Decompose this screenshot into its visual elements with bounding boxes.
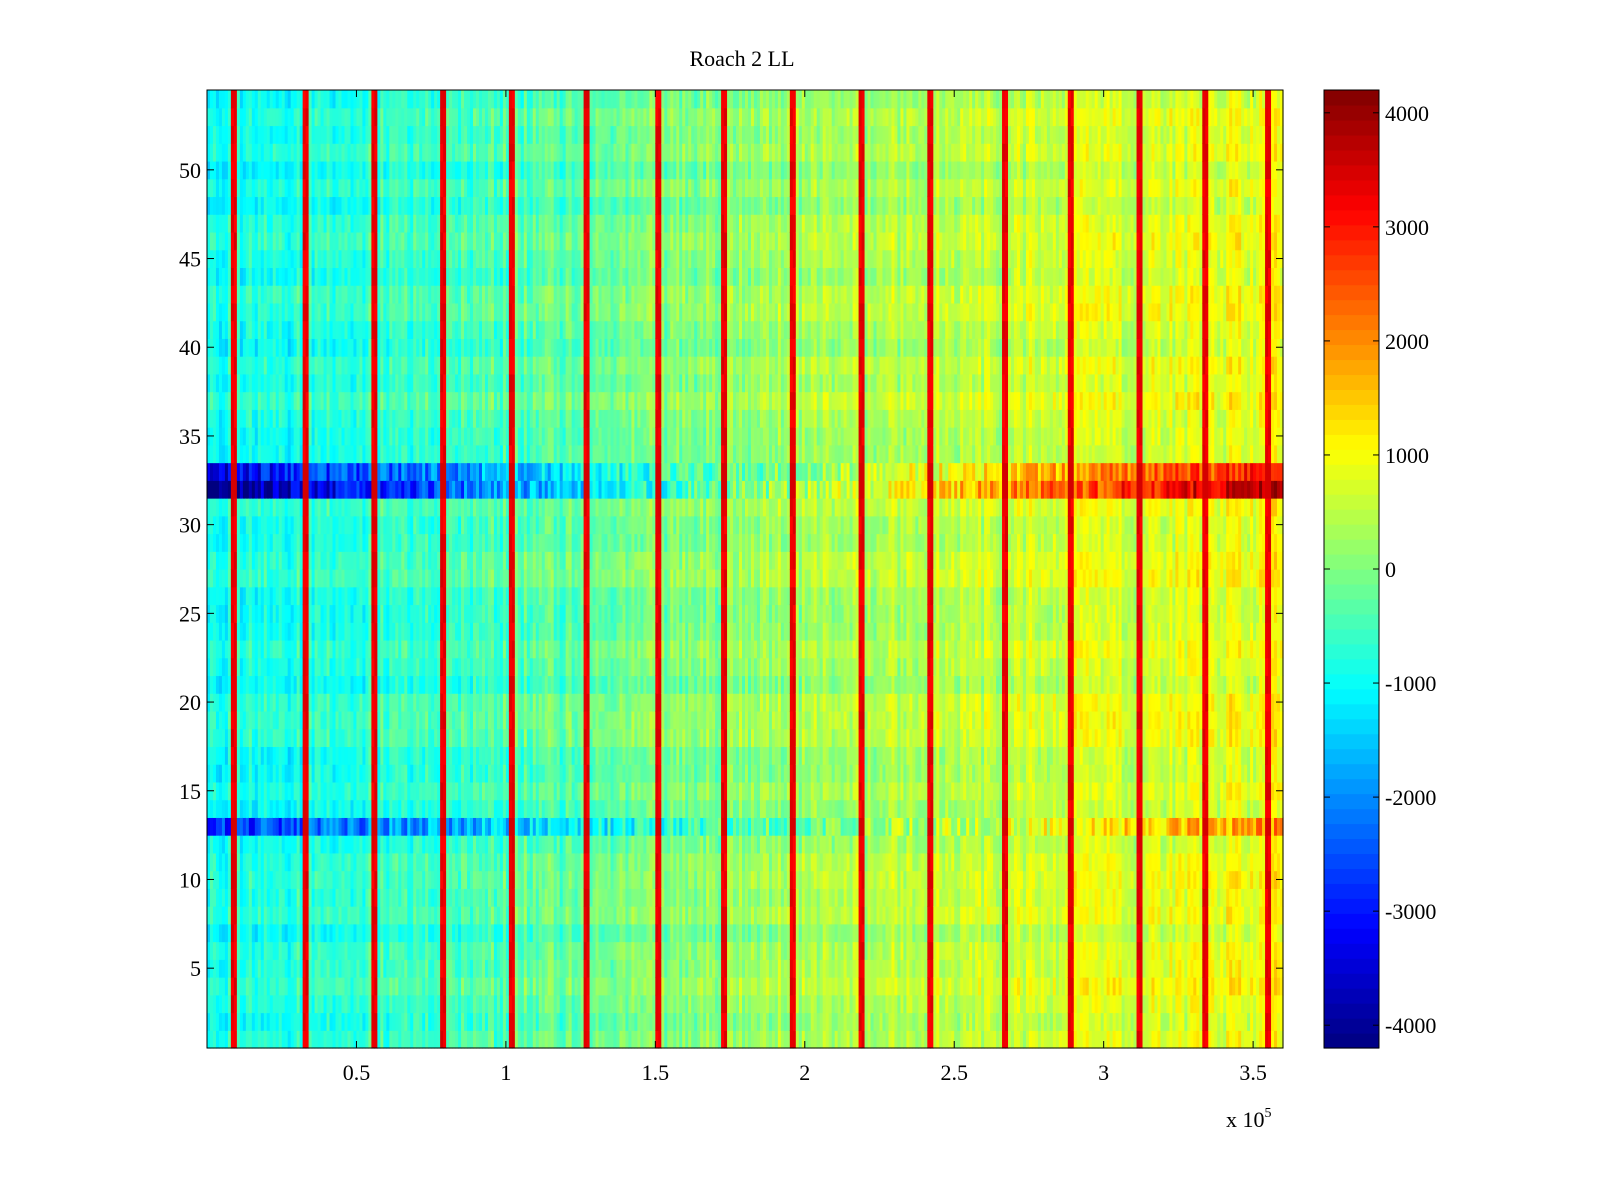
figure: Roach 2 LL 0.5 1 1.5 2 2.5 3 3.5 5101520253035… <box>0 0 1600 1200</box>
chart-title: Roach 2 LL <box>689 46 794 71</box>
heatmap-area <box>207 90 1284 1049</box>
